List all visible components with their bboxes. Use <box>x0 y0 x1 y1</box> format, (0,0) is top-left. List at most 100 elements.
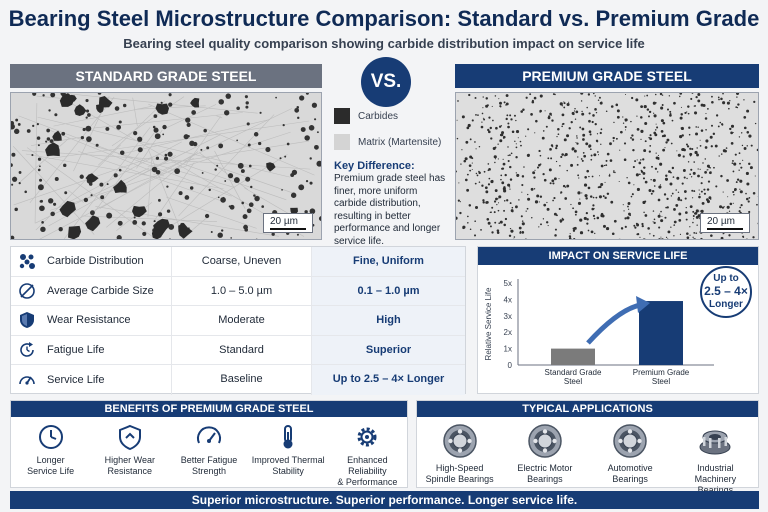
row-label: Service Life <box>47 374 105 387</box>
premium-value: High <box>311 306 465 335</box>
bar-premium <box>639 301 683 365</box>
thermometer-icon <box>283 425 293 449</box>
row-label: Wear Resistance <box>47 314 131 327</box>
x-tick-label: Steel <box>564 377 582 386</box>
benefit-item: Better Fatigue Strength <box>171 423 247 488</box>
applications-panel: TYPICAL APPLICATIONS High-Speed Spindle … <box>416 400 759 495</box>
application-item: Industrial Machinery Bearings <box>675 423 755 496</box>
applications-title: TYPICAL APPLICATIONS <box>417 401 758 417</box>
application-item: Automotive Bearings <box>590 423 670 496</box>
application-label-line: Bearings <box>697 485 734 495</box>
y-tick-label: 0 <box>508 361 513 370</box>
shield-icon <box>118 424 141 451</box>
legend-label: Carbides <box>358 110 399 122</box>
row-label: Average Carbide Size <box>47 284 154 297</box>
y-tick-label: 5x <box>504 279 512 288</box>
premium-value: 0.1 – 1.0 µm <box>311 276 465 306</box>
benefit-label-line: & Performance <box>337 477 398 487</box>
row-label: Carbide Distribution <box>47 255 144 268</box>
x-tick-label: Standard Grade <box>545 368 602 377</box>
y-tick-label: 2x <box>504 328 512 337</box>
premium-scale-bar: 20 µm <box>700 213 750 233</box>
y-axis-label: Relative Service Life <box>484 287 493 360</box>
legend-item-matrix: Matrix (Martensite) <box>334 134 441 150</box>
benefit-label-line: Enhanced Reliability <box>347 455 388 476</box>
vs-badge: VS. <box>361 57 411 107</box>
y-tick-label: 1x <box>504 345 512 354</box>
scale-bar-line <box>270 228 306 230</box>
premium-value: Up to 2.5 – 4× Longer <box>311 365 465 395</box>
callout-text: Up to <box>713 273 739 284</box>
application-label-line: Bearings <box>527 474 563 484</box>
diameter-icon <box>11 282 43 300</box>
ball-bearing-icon <box>528 424 562 458</box>
benefit-label-line: Resistance <box>107 466 153 476</box>
premium-grade-header: PREMIUM GRADE STEEL <box>455 64 759 88</box>
standard-value: 1.0 – 5.0 µm <box>171 276 311 306</box>
standard-grade-header: STANDARD GRADE STEEL <box>10 64 322 88</box>
standard-microstructure-texture <box>11 93 321 239</box>
benefit-label-line: Longer <box>36 455 65 465</box>
application-item: Electric Motor Bearings <box>505 423 585 496</box>
application-item: High-Speed Spindle Bearings <box>420 423 500 496</box>
premium-microstructure-image: 20 µm <box>455 92 759 240</box>
application-label-line: Automotive <box>607 463 653 473</box>
page-subtitle: Bearing steel quality comparison showing… <box>123 36 645 51</box>
cycle-icon <box>11 341 43 359</box>
standard-value: Baseline <box>171 365 311 395</box>
tapered-roller-bearing-icon <box>699 430 731 455</box>
benefit-label-line: Improved Thermal <box>251 455 325 465</box>
legend-label: Matrix (Martensite) <box>358 136 442 148</box>
table-row: Carbide Distribution Coarse, Uneven Fine… <box>11 247 465 277</box>
benefits-panel: BENEFITS OF PREMIUM GRADE STEEL Longer S… <box>10 400 408 488</box>
table-row: Service Life Baseline Up to 2.5 – 4× Lon… <box>11 365 465 395</box>
benefit-label-line: Stability <box>272 466 304 476</box>
clock-icon <box>38 425 63 449</box>
growth-arrow-head <box>636 296 650 313</box>
carbide-cluster-icon <box>11 252 43 270</box>
matrix-swatch <box>334 134 350 150</box>
key-difference-text: Premium grade steel has finer, more unif… <box>334 173 446 247</box>
application-label-line: Electric Motor <box>517 463 573 473</box>
standard-scale-bar: 20 µm <box>263 213 313 233</box>
bar-standard <box>551 348 595 365</box>
table-row: Average Carbide Size 1.0 – 5.0 µm 0.1 – … <box>11 276 465 307</box>
x-tick-label: Premium Grade <box>633 368 690 377</box>
standard-value: Moderate <box>171 306 311 335</box>
benefits-title: BENEFITS OF PREMIUM GRADE STEEL <box>11 401 407 417</box>
scale-bar-label: 20 µm <box>270 216 298 227</box>
standard-microstructure-image: 20 µm <box>10 92 322 240</box>
table-row: Fatigue Life Standard Superior <box>11 335 465 366</box>
application-label-line: Spindle Bearings <box>425 474 494 484</box>
shield-icon <box>11 311 43 329</box>
growth-arrow <box>586 302 641 345</box>
benefit-label-line: Higher Wear <box>104 455 155 465</box>
row-label: Fatigue Life <box>47 344 105 357</box>
premium-value: Fine, Uniform <box>311 247 465 276</box>
callout-text: Longer <box>709 299 743 310</box>
gauge-icon <box>11 371 43 389</box>
scale-bar-label: 20 µm <box>707 216 735 227</box>
table-row: Wear Resistance Moderate High <box>11 306 465 336</box>
callout-text: 2.5 – 4× <box>704 284 748 298</box>
y-tick-label: 3x <box>504 312 512 321</box>
impact-panel: IMPACT ON SERVICE LIFE Relative Service … <box>477 246 759 394</box>
benefit-item: Enhanced Reliability & Performance <box>329 423 405 488</box>
scale-bar-line <box>707 228 743 230</box>
callout-circle <box>700 266 752 318</box>
ball-bearing-icon <box>442 424 477 458</box>
benefit-label-line: Strength <box>191 466 226 476</box>
comparison-table: Carbide Distribution Coarse, Uneven Fine… <box>10 246 466 395</box>
benefit-item: Higher Wear Resistance <box>92 423 168 488</box>
benefit-item: Improved Thermal Stability <box>250 423 326 488</box>
y-tick-label: 4x <box>504 295 512 304</box>
benefit-label-line: Service Life <box>27 466 75 476</box>
benefit-label-line: Better Fatigue <box>180 455 238 465</box>
legend-item-carbides: Carbides <box>334 108 441 124</box>
impact-title: IMPACT ON SERVICE LIFE <box>478 247 758 265</box>
application-label-line: Bearings <box>612 474 648 484</box>
standard-value: Coarse, Uneven <box>171 247 311 276</box>
service-life-chart: Relative Service Life 0 1x 2x 3x 4x 5x Standard… <box>484 266 752 386</box>
key-difference-title: Key Difference: <box>334 160 415 172</box>
page-title: Bearing Steel Microstructure Comparison:… <box>8 6 760 31</box>
